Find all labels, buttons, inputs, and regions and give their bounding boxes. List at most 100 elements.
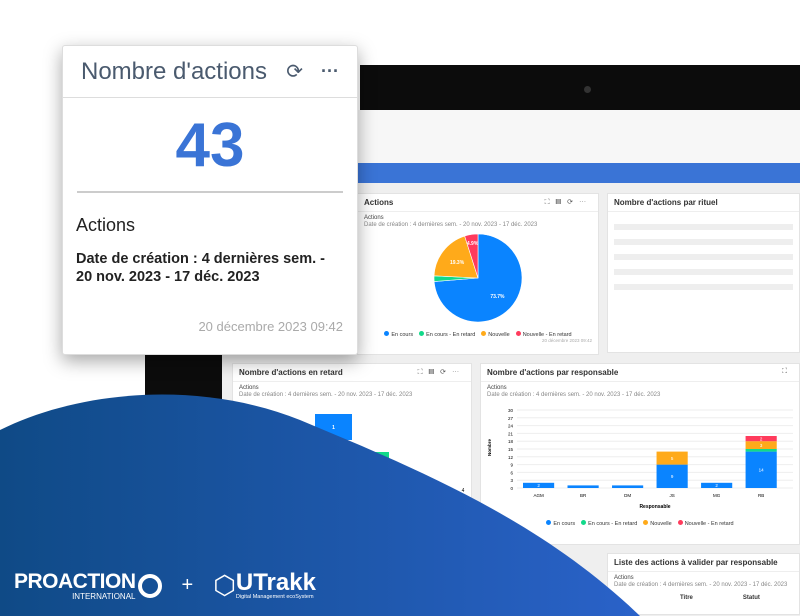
bar-data-label: 3 (760, 443, 763, 448)
divider (77, 191, 343, 193)
bar-data-label: 14 (759, 468, 765, 473)
loading-placeholder (608, 212, 799, 302)
ritual-panel: Nombre d'actions par rituel (607, 193, 800, 353)
legend-item[interactable]: Nouvelle - En retard (677, 520, 734, 527)
legend-item[interactable]: Nouvelle (481, 331, 510, 338)
utrakk-logo: UTrakk Digital Management ecoSystem (235, 568, 316, 600)
y-tick: 0 (510, 486, 513, 491)
y-tick: 30 (508, 408, 514, 413)
category-label: MG (713, 493, 721, 498)
category-label: DM (624, 493, 631, 498)
y-tick: 3 (510, 478, 513, 483)
panel-title: Nombre d'actions par responsable (487, 368, 619, 377)
pie-slice[interactable] (433, 235, 479, 279)
category-label: Nouvelle - En retard (267, 463, 312, 469)
panel-title: Nombre d'actions en retard (239, 368, 343, 377)
y-tick: 6 (510, 470, 513, 475)
pie-data-label: 73.7% (490, 294, 505, 300)
y-tick: 21 (508, 431, 514, 436)
legend-item[interactable]: Nouvelle - En retard (515, 331, 572, 338)
kpi-timestamp: 20 décembre 2023 09:42 (198, 319, 343, 334)
y-axis-label: Nombre (487, 439, 492, 456)
panel-filter: Date de création : 4 dernières sem. - 20… (364, 222, 538, 228)
y-tick: 9 (510, 463, 513, 468)
bar-data-label: 2 (760, 436, 763, 441)
panel-filter: Date de création : 4 dernières sem. - 20… (487, 392, 661, 398)
panel-icons[interactable]: ⛶ (782, 368, 793, 375)
pie-data-label: 4.9% (467, 241, 479, 247)
bar-segment[interactable] (745, 436, 777, 442)
panel-icons[interactable]: ⛶▤⟳⋯ (544, 199, 592, 206)
more-icon[interactable]: ··· (321, 61, 339, 81)
pie-legend: En cours En cours - En retard Nouvelle Nouv… (358, 331, 598, 338)
legend-item[interactable]: En cours (384, 331, 413, 338)
y-tick: 15 (508, 447, 514, 452)
category-label: JS (669, 493, 674, 498)
bar-segment[interactable] (612, 485, 644, 488)
column-header-statut[interactable]: Statut (742, 595, 760, 601)
legend-item[interactable]: En cours - En retard (419, 331, 475, 338)
card-title: Nombre d'actions (81, 57, 267, 85)
kpi-value: 43 (175, 111, 245, 180)
late-panel: Nombre d'actions en retard ⛶▤⟳⋯ Actions D… (232, 363, 472, 513)
panel-subtitle: Actions (614, 575, 634, 581)
pie-data-label: 19.3% (450, 260, 465, 266)
panel-title: Actions (364, 198, 394, 207)
panel-subtitle: Actions (487, 385, 507, 391)
pie-panel: Actions ⛶▤⟳⋯ Actions Date de création : 4… (357, 193, 599, 355)
bar-data-label: 2 (715, 483, 718, 488)
category-label: RB (758, 493, 764, 498)
bar-segment[interactable] (745, 451, 777, 488)
responsible-panel: Nombre d'actions par responsable ⛶ Action… (480, 363, 800, 545)
bar-segment[interactable] (745, 449, 777, 452)
pie-slice[interactable] (464, 233, 479, 279)
kpi-card: Nombre d'actions ⟳ ··· 43 Actions Date de … (62, 45, 358, 355)
y-tick: 27 (508, 416, 514, 421)
responsible-bar-chart: 0 3 6 9 12 15 18 21 24 27 30 Nombre 2 AGM BR DM 9 5 JS 2 MG 1… (487, 408, 793, 510)
category-label: AGM (533, 493, 544, 498)
y-axis-label: État (239, 440, 247, 450)
legend-item[interactable]: Nouvelle (643, 520, 672, 527)
y-tick: 18 (508, 439, 514, 444)
bar-data-label: 9 (671, 474, 674, 479)
category-label: En cours - En retard (266, 425, 311, 431)
panel-subtitle: Actions (364, 215, 384, 221)
bar-segment[interactable] (701, 482, 733, 488)
bar-segment[interactable] (567, 485, 599, 488)
utrakk-cube-icon: ⬡ (213, 570, 236, 600)
bar-data-label: 5 (671, 456, 674, 461)
camera (584, 86, 591, 93)
legend-item[interactable]: En cours - En retard (581, 520, 637, 527)
panel-filter: Date de création : 4 dernières sem. - 20… (239, 392, 413, 398)
bar-legend: En cours En cours - En retard Nouvelle Nouv… (481, 520, 799, 527)
panel-icons[interactable]: ⛶▤⟳⋯ (417, 369, 465, 376)
bar-data-label: 2 (351, 463, 354, 469)
column-header-titre[interactable]: Titre (680, 595, 693, 601)
panel-title: Liste des actions à valider par responsa… (614, 558, 778, 567)
panel-subtitle: Actions (239, 385, 259, 391)
y-tick: 12 (508, 455, 514, 460)
kpi-filter: Date de création : 4 dernières sem. - 20… (76, 251, 326, 285)
plus-sign: + (181, 574, 194, 596)
panel-filter: Date de création : 4 dernières sem. - 20… (614, 582, 788, 588)
bar-segment[interactable] (656, 464, 688, 488)
app-nav-bar (222, 163, 800, 183)
refresh-icon[interactable]: ⟳ (286, 61, 304, 83)
proaction-swirl-icon (137, 573, 162, 598)
x-tick: 0 (314, 488, 317, 494)
x-axis-label: Responsable (639, 504, 670, 510)
pie-chart: 73.7% 19.3% 4.9% (433, 233, 523, 323)
panel-timestamp: 20 décembre 2023 09:42 (541, 338, 592, 343)
legend-item[interactable]: En cours (546, 520, 575, 527)
y-tick: 24 (508, 424, 514, 429)
late-bar-chart: État En cours - En retard 1 Nouvelle - En r… (239, 414, 465, 494)
laptop-bezel (360, 65, 800, 112)
bar-segment[interactable] (745, 441, 777, 449)
validate-panel: Liste des actions à valider par responsa… (607, 553, 800, 615)
panel-title: Nombre d'actions par rituel (614, 198, 718, 207)
bar-data-label: 1 (332, 425, 335, 431)
kpi-label: Actions (76, 215, 136, 235)
bar-segment[interactable] (656, 451, 688, 465)
category-label: BR (580, 493, 587, 498)
x-tick: 4 (462, 488, 465, 494)
